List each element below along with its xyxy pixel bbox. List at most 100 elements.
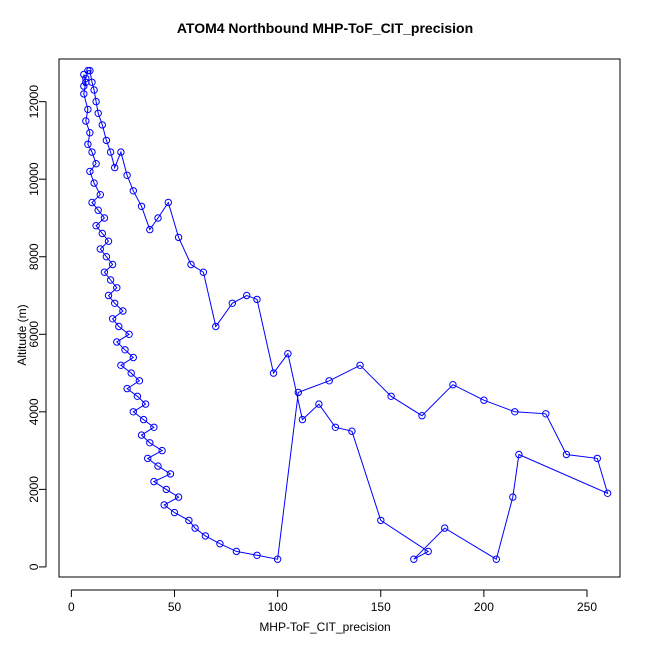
data-point (269, 369, 278, 377)
data-point (100, 268, 109, 276)
data-point (356, 361, 364, 369)
x-tick-label: 0 (68, 600, 75, 614)
data-point (80, 70, 88, 79)
data-point (515, 450, 523, 459)
data-point (154, 214, 162, 222)
data-point (199, 268, 208, 276)
data-point (88, 148, 96, 156)
data-point (166, 470, 175, 478)
data-point (129, 408, 138, 416)
data-point (111, 299, 119, 307)
data-point (424, 547, 432, 556)
data-point (90, 86, 98, 94)
data-point (137, 202, 146, 211)
data-point (174, 233, 183, 242)
data-point (162, 485, 171, 494)
data-point (492, 555, 500, 563)
data-point (253, 295, 261, 304)
series-points (80, 66, 612, 563)
x-tick-label: 100 (268, 600, 288, 614)
data-point (187, 260, 195, 269)
data-point (123, 171, 131, 180)
data-point (480, 396, 488, 404)
data-point (121, 346, 129, 354)
data-point (158, 446, 166, 455)
data-point (377, 516, 385, 525)
data-point (80, 90, 88, 98)
data-point (86, 167, 94, 176)
data-point (139, 415, 148, 424)
data-point (104, 237, 113, 245)
data-point (137, 431, 146, 439)
data-point (511, 408, 519, 416)
data-point (542, 410, 550, 418)
data-point (92, 222, 100, 230)
data-point (191, 524, 199, 532)
data-point (603, 489, 612, 497)
data-point (88, 78, 96, 87)
data-point (562, 450, 571, 459)
data-point (129, 187, 138, 195)
data-point (113, 284, 121, 292)
data-point (100, 214, 109, 222)
data-point (80, 82, 88, 90)
data-point (84, 66, 92, 75)
data-point (201, 532, 210, 540)
data-point (135, 377, 144, 385)
data-point (86, 66, 94, 75)
data-point (108, 260, 117, 269)
y-axis: 0 2000 4000 6000 8000 10000 12000 (27, 85, 47, 570)
data-point (298, 415, 307, 424)
data-point (133, 392, 142, 400)
data-point (284, 350, 292, 358)
data-point (84, 140, 92, 149)
data-point (86, 129, 94, 137)
data-point (111, 163, 119, 172)
data-point (92, 97, 100, 106)
data-point (106, 276, 115, 284)
data-point (418, 412, 426, 420)
y-tick-label: 10000 (27, 162, 41, 196)
chart-title: ATOM4 Northbound MHP-ToF_CIT_precision (176, 20, 474, 36)
data-point (294, 388, 302, 397)
data-point (102, 253, 111, 261)
data-point (84, 105, 92, 114)
data-point (410, 555, 418, 563)
data-point (185, 516, 193, 525)
data-point (170, 508, 179, 517)
x-axis-label: MHP-ToF_CIT_precision (259, 620, 391, 634)
data-point (348, 427, 356, 435)
data-point (129, 353, 138, 362)
data-point (216, 540, 224, 548)
data-point (273, 555, 282, 563)
data-point (232, 547, 241, 556)
data-point (102, 136, 111, 145)
data-point (90, 179, 98, 187)
data-point (113, 338, 121, 346)
data-point (117, 148, 125, 156)
x-axis: 0 50 100 150 200 250 (68, 589, 597, 614)
data-point (593, 454, 601, 463)
data-point (146, 225, 154, 234)
data-point (150, 423, 158, 431)
data-point (96, 245, 105, 253)
data-point (82, 117, 90, 125)
data-point (82, 74, 90, 83)
data-point (94, 109, 102, 118)
data-point (123, 384, 131, 393)
data-point (387, 392, 395, 400)
data-point (509, 493, 517, 501)
data-point (441, 524, 449, 532)
data-point (94, 206, 102, 214)
x-tick-label: 200 (474, 600, 494, 614)
x-tick-label: 50 (168, 600, 182, 614)
series-line (83, 70, 609, 560)
y-tick-label: 0 (27, 563, 41, 570)
data-point (253, 551, 261, 559)
y-tick-label: 12000 (27, 85, 41, 119)
data-point (104, 291, 113, 300)
data-point (160, 501, 168, 509)
series-polyline (83, 70, 609, 560)
data-point (88, 198, 96, 207)
